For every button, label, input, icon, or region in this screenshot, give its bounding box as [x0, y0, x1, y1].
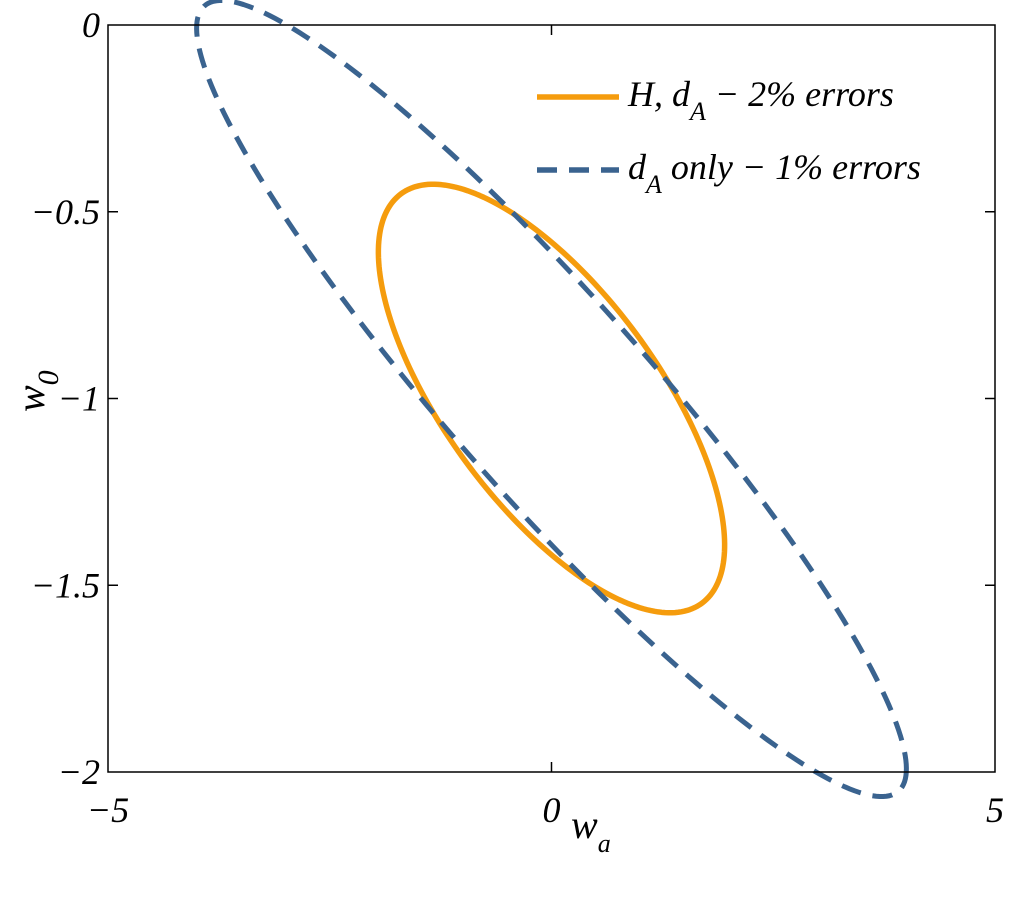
legend: H, dA − 2% errors dA only − 1% errors — [537, 74, 921, 199]
x-axis-label-sub: a — [598, 829, 611, 858]
x-axis-label: wa — [571, 802, 611, 858]
y-tick-label: −1.5 — [31, 565, 100, 605]
x-tick-label: 5 — [986, 790, 1004, 830]
plot-background — [108, 25, 995, 772]
y-tick-label: −2 — [58, 752, 100, 792]
y-tick-label: −0.5 — [31, 192, 100, 232]
svg-text:wa: wa — [571, 802, 611, 858]
x-tick-label: 0 — [543, 790, 561, 830]
legend-entry-text: dA only − 1% errors — [628, 147, 921, 199]
x-axis-label-main: w — [571, 802, 598, 847]
y-axis-label: w0 — [8, 370, 65, 412]
y-axis-label-sub: 0 — [32, 370, 65, 385]
tick-layer: −5 0 5 0 −0.5 −1 −1.5 −2 — [31, 5, 1004, 830]
y-tick-label: −1 — [58, 379, 100, 419]
series-solid-ellipse — [375, 181, 728, 616]
y-tick-label: 0 — [82, 5, 100, 45]
x-tick-label: −5 — [87, 790, 129, 830]
y-axis-label-main: w — [8, 385, 53, 412]
svg-text:w0: w0 — [8, 370, 65, 412]
legend-entry-text: H, dA − 2% errors — [627, 74, 894, 126]
